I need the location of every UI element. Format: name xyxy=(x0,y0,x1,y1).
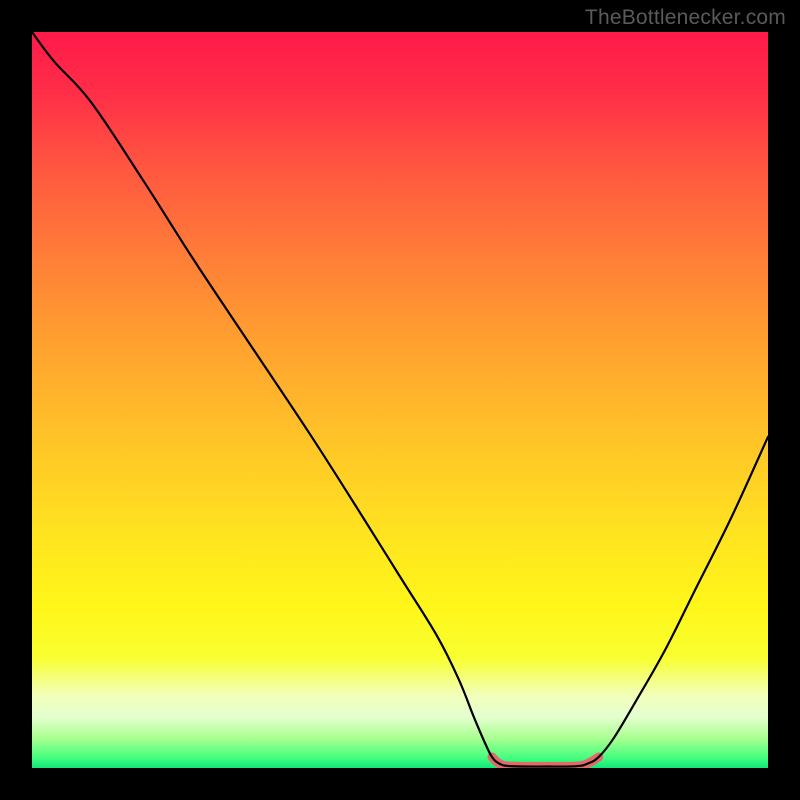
attribution-text: TheBottlenecker.com xyxy=(585,6,786,30)
bottleneck-curve-chart xyxy=(32,32,768,768)
chart-svg xyxy=(32,32,768,768)
chart-background xyxy=(32,32,768,768)
